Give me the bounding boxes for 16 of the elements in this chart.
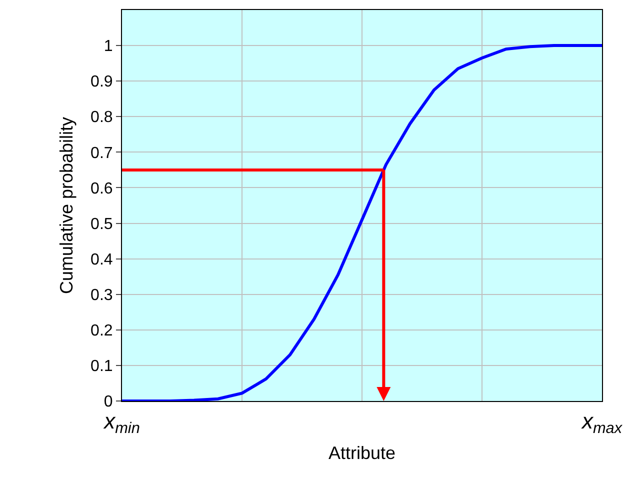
y-tick-label: 0.3: [90, 286, 113, 304]
y-tick-label: 0.6: [90, 180, 113, 198]
line-series: [122, 44, 602, 401]
y-tick-label: 1: [104, 38, 113, 56]
y-axis-title: Cumulative probability: [56, 116, 77, 294]
y-tick-label: 0.4: [90, 251, 113, 268]
y-tick-label: 0.2: [90, 322, 113, 340]
x-tick-label: x$_{max}$: [580, 408, 624, 438]
y-tick-label: 0.1: [90, 358, 113, 376]
y-tick-label: 0: [104, 394, 113, 411]
y-tick-label: 0.5: [90, 216, 113, 233]
y-tick-label: 0.8: [90, 109, 113, 126]
y-tick-label: 0.7: [90, 144, 113, 162]
y-tick-label: 0.9: [90, 74, 113, 91]
x-axis-title: Attribute: [328, 443, 396, 464]
x-tick-label: x$_{min}$: [103, 408, 140, 438]
